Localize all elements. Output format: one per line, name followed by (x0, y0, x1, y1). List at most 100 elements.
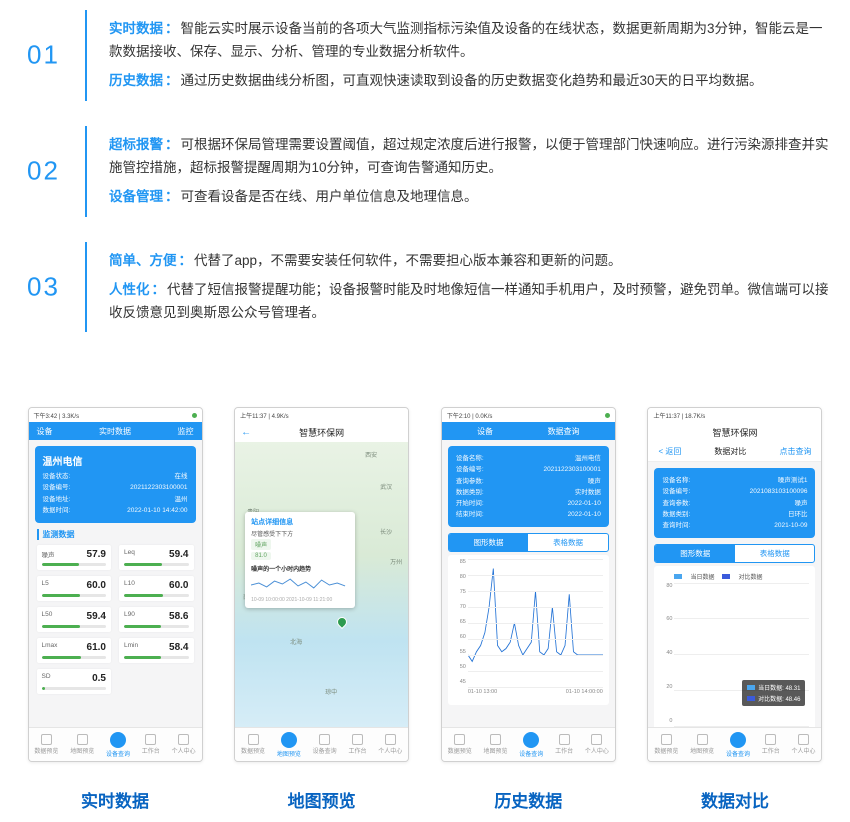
nav-label: 数据预览 (241, 746, 265, 755)
nav-icon (765, 734, 776, 745)
status-time: 上午11:37 | 4.9K/s (240, 411, 288, 420)
nav-item[interactable]: 工作台 (762, 734, 780, 755)
metric-bar (124, 625, 189, 628)
line-chart: 858075706560555045 01-10 13:0001-10 14:0… (454, 559, 603, 699)
bottom-nav: 数据预览 地图预览设备查询工作台个人中心 (29, 727, 202, 761)
info-value: 在线 (175, 471, 188, 482)
metric-bar (42, 563, 107, 566)
phone-caption: 实时数据 (81, 787, 149, 812)
tab-chart[interactable]: 图形数据 (449, 534, 529, 551)
tab-chart[interactable]: 图形数据 (655, 545, 735, 562)
nav-item[interactable]: 设备查询 (519, 732, 543, 758)
nav-icon (591, 734, 602, 745)
nav-item[interactable]: 地图预览 (484, 734, 508, 755)
y-tick: 20 (660, 684, 672, 690)
info-row: 设备地址:温州 (43, 494, 188, 505)
info-label: 设备编号: (662, 486, 690, 497)
nav-item[interactable]: 工作台 (142, 734, 160, 755)
y-tick: 60 (660, 616, 672, 622)
bottom-nav: 数据预览地图预览设备查询工作台个人中心 (442, 727, 615, 761)
info-value: 日环比 (788, 509, 808, 520)
y-tick: 0 (660, 718, 672, 724)
tab-device[interactable]: 设备 (477, 426, 493, 437)
nav-item[interactable]: 地图预览 (70, 734, 94, 755)
y-tick: 70 (454, 604, 466, 610)
legend-label: 当日数据 (690, 572, 714, 581)
nav-item[interactable]: 个人中心 (792, 734, 816, 755)
status-bar: 下午3:42 | 3.3K/s (29, 408, 202, 422)
nav-item[interactable]: 工作台 (555, 734, 573, 755)
back-button[interactable]: < 返回 (658, 446, 681, 457)
metric-bar (124, 594, 189, 597)
info-row: 查询参数:噪声 (456, 476, 601, 487)
metric-box: L560.0 (37, 576, 112, 601)
nav-item[interactable]: 设备查询 (726, 732, 750, 758)
metric-bar (124, 656, 189, 659)
info-label: 结束时间: (456, 509, 484, 520)
nav-label: 数据预览 (34, 746, 58, 755)
metric-label: SD (42, 673, 51, 684)
status-bar: 下午2:10 | 0.0K/s (442, 408, 615, 422)
nav-item[interactable]: 设备查询 (106, 732, 130, 758)
feature-key: 人性化 (109, 282, 150, 297)
popup-section: 噪声的一个小时内趋势 (251, 564, 349, 573)
info-value: 2021083103100096 (750, 486, 808, 497)
map-area[interactable]: 西安 武汉 长沙 万州 贵阳 南宁 琼中 北海 站点详细信息 尽管感受下下方 噪… (235, 442, 408, 727)
feature-key: 简单、方便 (109, 253, 177, 268)
info-value: 噪声测试1 (778, 475, 808, 486)
x-tick: 01-10 14:00:00 (566, 689, 603, 699)
y-tick: 50 (454, 664, 466, 670)
metric-bar (42, 625, 107, 628)
nav-item[interactable]: 数据预览 (654, 734, 678, 755)
legend-swatch-b (722, 574, 730, 579)
nav-item[interactable]: 数据预览 (34, 734, 58, 755)
section-label: 监测数据 (37, 529, 194, 540)
info-value: 2021122303100001 (543, 464, 600, 475)
nav-item[interactable]: 个人中心 (172, 734, 196, 755)
feature-text: 代替了app，不需要安装任何软件，不需要担心版本兼容和更新的问题。 (194, 253, 622, 268)
nav-item[interactable]: 个人中心 (585, 734, 609, 755)
nav-item[interactable]: 设备查询 (313, 734, 337, 755)
phone-screenshots-row: 下午3:42 | 3.3K/s 设备 实时数据 监控 温州电信 设备状态:在线设… (0, 377, 850, 822)
nav-icon (77, 734, 88, 745)
status-time: 上午11:37 | 18.7K/s (653, 411, 705, 420)
nav-item[interactable]: 工作台 (348, 734, 366, 755)
metric-box: Lmin58.4 (119, 638, 194, 663)
query-button[interactable]: 点击查询 (779, 446, 811, 457)
nav-item[interactable]: 地图预览 (690, 734, 714, 755)
back-icon[interactable]: ← (241, 427, 251, 438)
metric-label: L50 (42, 611, 53, 622)
tab-table[interactable]: 表格数据 (528, 534, 608, 551)
nav-item[interactable]: 数据预览 (448, 734, 472, 755)
nav-icon (454, 734, 465, 745)
info-label: 数据类别: (662, 509, 690, 520)
info-row: 设备名称:噪声测试1 (662, 475, 807, 486)
info-value: 2021-10-09 (774, 520, 807, 531)
feature-line: 人性化：代替了短信报警提醒功能；设备报警时能及时地像短信一样通知手机用户，及时预… (109, 279, 830, 325)
feature-number: 02 (27, 156, 60, 187)
top-tab-bar: 设备 实时数据 监控 (29, 422, 202, 440)
nav-icon (319, 734, 330, 745)
tab-monitor[interactable]: 监控 (178, 426, 194, 437)
metric-label: L10 (124, 580, 135, 591)
map-city: 长沙 (380, 527, 392, 536)
nav-item[interactable]: 地图预览 (277, 732, 301, 758)
popup-sparkline (251, 573, 349, 595)
tab-query[interactable]: 数据查询 (548, 426, 580, 437)
tab-realtime[interactable]: 实时数据 (99, 426, 131, 437)
info-value: 2022-01-10 (568, 509, 601, 520)
nav-item[interactable]: 数据预览 (241, 734, 265, 755)
y-tick: 80 (660, 583, 672, 589)
phone-caption: 历史数据 (494, 787, 562, 812)
metric-box: Lmax61.0 (37, 638, 112, 663)
tab-device[interactable]: 设备 (37, 426, 53, 437)
nav-icon (248, 734, 259, 745)
map-pin-icon[interactable] (335, 615, 349, 629)
query-info-card: 设备名称:温州电信设备编号:2021122303100001查询参数:噪声数据类… (448, 446, 609, 526)
chart-card: 当日数据 对比数据 806040200 当日数据: 48.31 对比数据: 48… (654, 566, 815, 744)
tab-compare[interactable]: 数据对比 (714, 446, 746, 457)
feature-text: 通过历史数据曲线分析图，可直观快速读取到设备的历史数据变化趋势和最近30天的日平… (181, 73, 763, 88)
tab-table[interactable]: 表格数据 (735, 545, 815, 562)
nav-item[interactable]: 个人中心 (378, 734, 402, 755)
phone-caption: 数据对比 (701, 787, 769, 812)
